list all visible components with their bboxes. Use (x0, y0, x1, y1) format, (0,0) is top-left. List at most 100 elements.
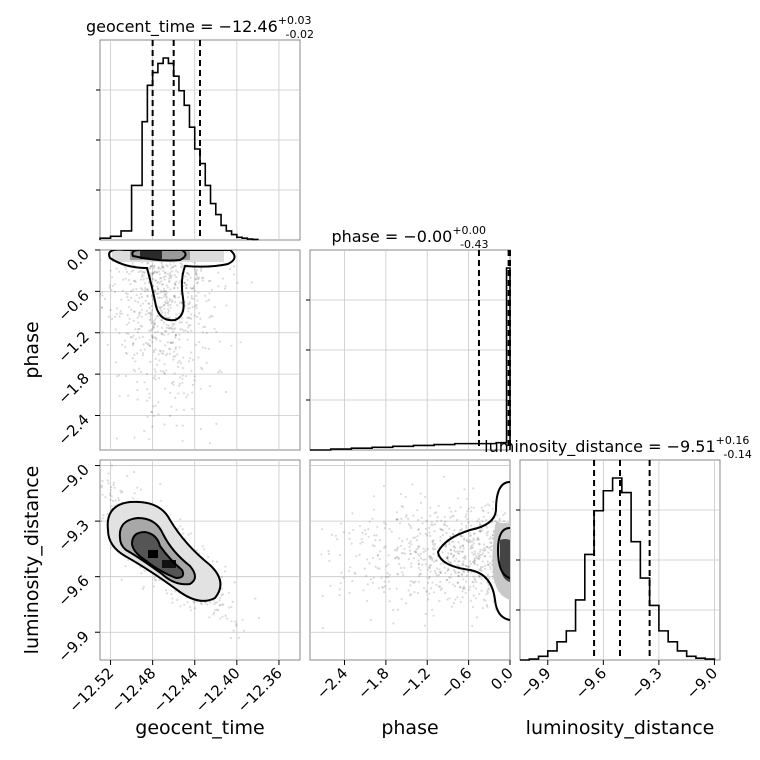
scatter-point (174, 336, 177, 339)
scatter-point (107, 472, 110, 475)
scatter-point (142, 302, 145, 305)
scatter-point (473, 563, 476, 566)
scatter-point (133, 370, 136, 373)
scatter-point (153, 323, 156, 327)
scatter-point (407, 558, 410, 561)
scatter-point (130, 296, 133, 299)
scatter-point (453, 549, 456, 552)
x-tick-label: −12.40 (192, 664, 244, 716)
scatter-point (470, 540, 473, 543)
scatter-point (395, 587, 398, 590)
scatter-point (136, 301, 140, 304)
scatter-point (487, 551, 490, 554)
scatter-point (439, 539, 442, 542)
scatter-point (488, 537, 491, 541)
scatter-point (183, 281, 186, 284)
scatter-point (165, 299, 168, 302)
scatter-point (401, 571, 404, 574)
scatter-point (131, 262, 134, 265)
scatter-point (166, 272, 169, 276)
scatter-point (192, 297, 195, 301)
scatter-point (387, 580, 391, 583)
scatter-point (138, 367, 141, 370)
scatter-point (257, 616, 260, 620)
scatter-point (172, 358, 175, 361)
scatter-point (487, 511, 490, 514)
scatter-point (399, 566, 403, 570)
scatter-point (485, 519, 488, 522)
scatter-point (419, 532, 422, 535)
scatter-point (153, 326, 156, 329)
scatter-point (160, 262, 163, 265)
scatter-point (469, 599, 472, 602)
scatter-point (168, 414, 172, 417)
scatter-point (181, 328, 184, 331)
scatter-point (461, 590, 464, 593)
scatter-point (439, 571, 442, 574)
scatter-point (180, 266, 183, 269)
scatter-point (433, 530, 436, 533)
scatter-point (178, 321, 182, 324)
scatter-point (110, 504, 113, 508)
scatter-point (157, 401, 160, 404)
scatter-point (472, 561, 475, 564)
scatter-point (143, 466, 145, 468)
scatter-point (133, 310, 136, 313)
scatter-point (131, 357, 134, 360)
scatter-point (456, 581, 460, 585)
scatter-point (150, 295, 154, 298)
scatter-point (188, 357, 192, 360)
scatter-point (191, 358, 194, 362)
scatter-point (432, 560, 436, 563)
scatter-point (462, 570, 465, 573)
grid-lines (96, 40, 300, 240)
scatter-point (174, 355, 177, 358)
scatter-point (388, 600, 391, 603)
scatter-point (485, 545, 489, 548)
scatter-point (164, 293, 167, 296)
scatter-point (150, 320, 153, 323)
scatter-point (181, 317, 184, 320)
scatter-point (181, 377, 184, 380)
scatter-point (409, 580, 412, 583)
scatter-point (190, 313, 193, 316)
density-contours (106, 500, 222, 602)
scatter-point (486, 534, 489, 537)
scatter-point (477, 555, 480, 558)
scatter-point (392, 608, 395, 612)
scatter-point (164, 271, 167, 274)
scatter-point (150, 455, 152, 457)
scatter-point (126, 314, 129, 317)
scatter-point (195, 273, 198, 276)
scatter-point (197, 322, 200, 325)
scatter-point (146, 262, 149, 265)
scatter-point (434, 547, 437, 550)
scatter-point (142, 352, 145, 355)
scatter-point (177, 392, 180, 395)
scatter-point (457, 552, 460, 555)
scatter-point (195, 549, 199, 552)
scatter-point (423, 587, 426, 590)
scatter-point (158, 349, 161, 352)
x-tick-label: −12.48 (107, 664, 159, 716)
scatter-point (439, 570, 442, 573)
scatter-point (417, 547, 420, 550)
scatter-point (127, 496, 129, 498)
scatter-point (177, 527, 180, 530)
scatter-point (84, 483, 86, 485)
scatter-point (384, 576, 388, 579)
scatter-point (377, 587, 380, 590)
scatter-point (403, 548, 406, 551)
scatter-point (150, 304, 153, 308)
scatter-point (141, 354, 144, 357)
scatter-point (489, 541, 492, 544)
scatter-point (338, 588, 341, 591)
scatter-point (171, 266, 174, 269)
scatter-point (463, 570, 466, 573)
scatter-point (222, 603, 225, 606)
scatter-point (232, 629, 235, 632)
scatter-point (162, 283, 165, 286)
scatter-point (211, 315, 214, 318)
scatter-point (179, 265, 183, 268)
scatter-point (119, 489, 122, 492)
